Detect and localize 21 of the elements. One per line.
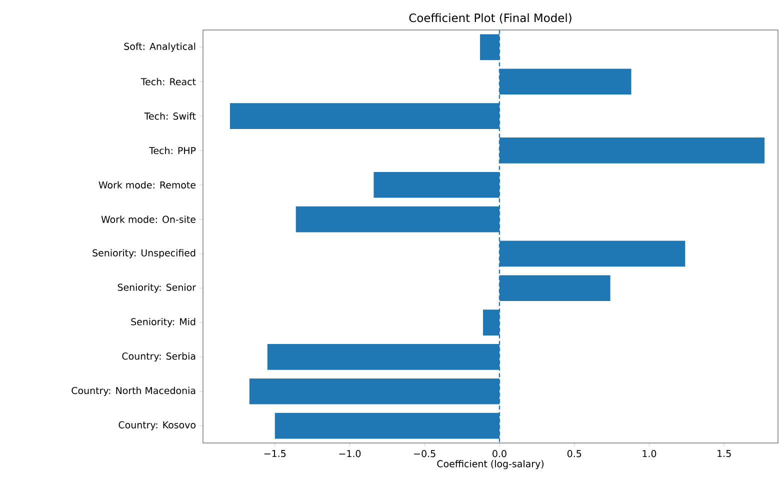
y-tick-label: Tech: React (140, 78, 196, 86)
chart-title: Coefficient Plot (Final Model) (409, 13, 572, 24)
y-tick-label: Tech: PHP (149, 146, 196, 154)
y-tick-label: Work mode: On-site (101, 216, 196, 223)
y-tick-label: Country: Serbia (122, 352, 196, 362)
x-tick-label: −0.5 (414, 450, 436, 458)
x-tick-label: 0.5 (567, 450, 582, 458)
y-tick-label: Work mode: Remote (98, 181, 196, 189)
y-tick-label: Seniority: Senior (118, 284, 196, 293)
y-tick-label: Seniority: Unspecified (92, 249, 196, 258)
x-tick-label: −1.5 (264, 450, 286, 458)
x-tick-label: −1.0 (339, 450, 361, 458)
x-tick-label: 1.5 (718, 450, 731, 458)
y-tick-label: Country: Kosovo (118, 421, 196, 430)
x-axis-title: Coefficient (log-salary) (437, 460, 544, 470)
x-tick-label: 1.0 (642, 450, 656, 458)
y-tick-label: Soft: Analytical (124, 42, 196, 52)
y-tick-label: Tech: Swift (144, 112, 196, 120)
y-tick-label: Country: North Macedonia (72, 386, 196, 396)
x-tick-label: 0.0 (492, 450, 506, 458)
y-tick-label: Seniority: Mid (131, 318, 196, 328)
